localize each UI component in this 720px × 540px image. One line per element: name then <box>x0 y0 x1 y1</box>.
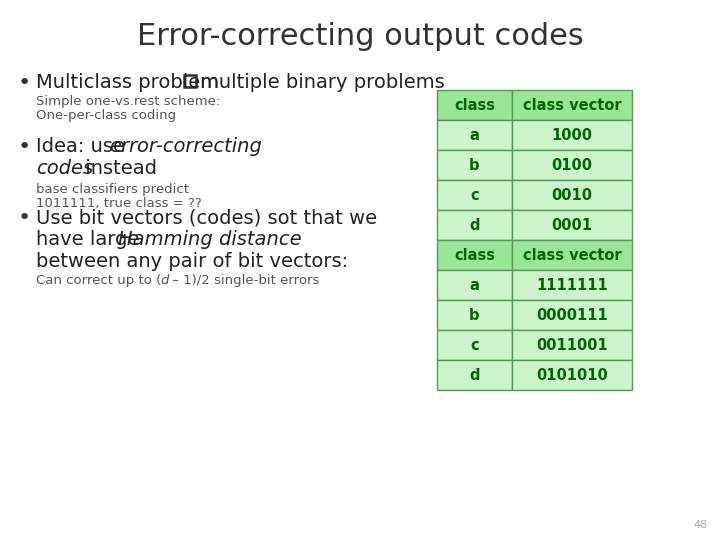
Bar <box>437 240 512 270</box>
Text: Can correct up to (: Can correct up to ( <box>36 274 161 287</box>
Text: Simple one-vs.rest scheme:: Simple one-vs.rest scheme: <box>36 95 220 108</box>
Text: d: d <box>469 218 480 233</box>
Text: class: class <box>454 247 495 262</box>
Bar <box>512 360 632 390</box>
Bar <box>184 75 196 87</box>
Bar <box>437 90 512 120</box>
Bar <box>512 270 632 300</box>
Text: c: c <box>470 187 479 202</box>
Text: 0101010: 0101010 <box>536 368 608 382</box>
Bar <box>512 300 632 330</box>
Text: Error-correcting output codes: Error-correcting output codes <box>137 22 583 51</box>
Text: Use bit vectors (codes) sot that we: Use bit vectors (codes) sot that we <box>36 208 377 227</box>
Text: codes: codes <box>36 159 93 178</box>
Bar <box>437 360 512 390</box>
Bar <box>437 120 512 150</box>
Text: 48: 48 <box>694 520 708 530</box>
Text: •: • <box>18 137 31 157</box>
Text: d: d <box>469 368 480 382</box>
Bar <box>512 120 632 150</box>
Text: d: d <box>160 274 168 287</box>
Bar <box>437 150 512 180</box>
Text: a: a <box>469 278 480 293</box>
Text: 1111111: 1111111 <box>536 278 608 293</box>
Text: base classifiers predict: base classifiers predict <box>36 183 189 196</box>
Text: class: class <box>454 98 495 112</box>
Text: Idea: use: Idea: use <box>36 137 131 156</box>
Text: c: c <box>470 338 479 353</box>
Text: instead: instead <box>79 159 157 178</box>
Text: between any pair of bit vectors:: between any pair of bit vectors: <box>36 252 348 271</box>
Bar <box>512 210 632 240</box>
Bar <box>437 300 512 330</box>
Text: •: • <box>18 73 31 93</box>
Text: b: b <box>469 158 480 172</box>
Text: •: • <box>18 208 31 228</box>
Text: 0000111: 0000111 <box>536 307 608 322</box>
Text: have large: have large <box>36 230 145 249</box>
Bar <box>512 90 632 120</box>
Bar <box>437 210 512 240</box>
Bar <box>512 240 632 270</box>
Text: 0001: 0001 <box>552 218 593 233</box>
Text: b: b <box>469 307 480 322</box>
Text: error-correcting: error-correcting <box>109 137 262 156</box>
Bar <box>437 270 512 300</box>
Text: One-per-class coding: One-per-class coding <box>36 109 176 122</box>
Text: a: a <box>469 127 480 143</box>
Text: Multiclass problem: Multiclass problem <box>36 73 225 92</box>
Bar <box>512 150 632 180</box>
Text: 0100: 0100 <box>552 158 593 172</box>
Bar <box>437 180 512 210</box>
Text: multiple binary problems: multiple binary problems <box>200 73 445 92</box>
Text: 1000: 1000 <box>552 127 593 143</box>
Text: Hamming distance: Hamming distance <box>118 230 302 249</box>
Bar <box>512 180 632 210</box>
Text: 0011001: 0011001 <box>536 338 608 353</box>
Text: 1011111, true class = ??: 1011111, true class = ?? <box>36 197 202 210</box>
Text: 0010: 0010 <box>552 187 593 202</box>
Bar <box>437 330 512 360</box>
Text: class vector: class vector <box>523 98 621 112</box>
Text: – 1)/2 single-bit errors: – 1)/2 single-bit errors <box>168 274 320 287</box>
Bar <box>512 330 632 360</box>
Text: class vector: class vector <box>523 247 621 262</box>
